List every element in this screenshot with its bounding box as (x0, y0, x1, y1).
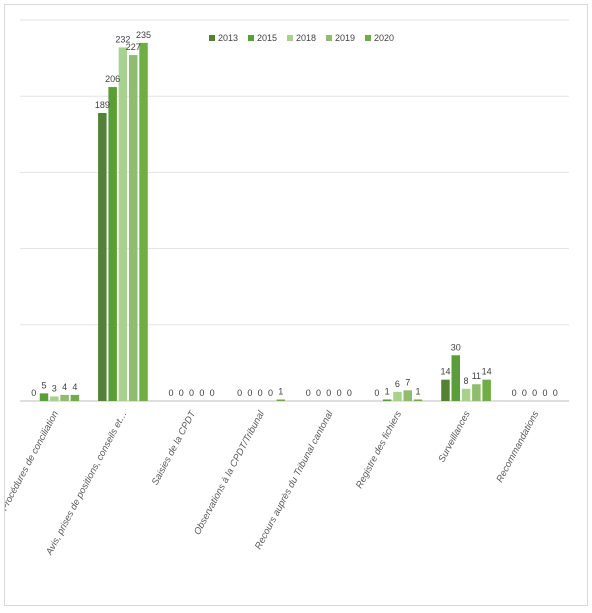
data-label: 0 (258, 388, 263, 398)
bar (98, 112, 107, 402)
bar (461, 388, 471, 401)
data-label: 0 (347, 388, 352, 398)
data-label: 0 (199, 388, 204, 398)
bar (118, 47, 128, 401)
legend-swatch (209, 35, 215, 41)
data-label: 7 (405, 377, 410, 387)
data-label: 14 (482, 367, 492, 377)
data-label: 8 (464, 376, 469, 386)
legend-swatch (365, 35, 371, 41)
data-label: 1 (278, 386, 283, 396)
bar (60, 394, 69, 401)
legend: 2013 2015 2018 2019 2020 (209, 33, 394, 43)
legend-swatch (326, 35, 332, 41)
data-label: 0 (31, 388, 36, 398)
category-label: Procédures de conciliation (5, 409, 61, 513)
category-label: Recours auprès du Tribunal cantonal (253, 408, 336, 551)
data-label: 0 (306, 388, 311, 398)
bar (482, 379, 491, 401)
legend-swatch (248, 35, 254, 41)
data-label: 189 (95, 100, 110, 110)
bar (403, 390, 412, 401)
legend-label: 2018 (296, 33, 316, 43)
data-label: 0 (189, 388, 194, 398)
data-label: 0 (522, 388, 527, 398)
category-label: Surveillances (436, 409, 472, 464)
data-label: 0 (268, 388, 273, 398)
bar (472, 384, 481, 401)
chart-frame: 0 5 3 4 4 189 206 232 227 235 0 0 0 0 0 0 0 0 0 1 0 0 0 0 0 0 1 6 7 1… (4, 4, 588, 606)
bar (70, 394, 80, 401)
data-label: 206 (105, 74, 120, 84)
bars (39, 42, 491, 402)
bar (393, 391, 402, 401)
data-label: 11 (472, 371, 481, 381)
bar (139, 42, 148, 402)
legend-label: 2019 (335, 33, 355, 43)
legend-label: 2015 (257, 33, 277, 43)
data-label: 0 (316, 388, 321, 398)
category-label: Registre des fichiers (354, 409, 404, 490)
data-label: 0 (532, 388, 537, 398)
data-label: 0 (237, 388, 242, 398)
bar (441, 379, 450, 401)
data-label: 4 (72, 382, 77, 392)
data-label: 235 (136, 30, 151, 40)
data-label: 0 (210, 388, 215, 398)
data-label: 1 (416, 386, 421, 396)
data-label: 0 (247, 388, 252, 398)
data-label: 30 (451, 342, 461, 352)
bar (50, 396, 59, 401)
category-label: Avis, prises de positions, conseils et… (44, 409, 130, 558)
legend-swatch (287, 35, 293, 41)
data-label: 0 (374, 388, 379, 398)
data-label: 0 (179, 388, 184, 398)
bar (413, 399, 423, 401)
data-label: 6 (395, 379, 400, 389)
data-label: 0 (553, 388, 558, 398)
data-label: 0 (337, 388, 342, 398)
bar (39, 393, 49, 401)
bar (276, 399, 286, 401)
data-label: 4 (62, 382, 67, 392)
data-label: 0 (512, 388, 517, 398)
data-label: 14 (440, 367, 450, 377)
data-label: 3 (52, 383, 57, 393)
data-label: 0 (168, 388, 173, 398)
data-label: 0 (326, 388, 331, 398)
bar (382, 399, 392, 401)
bar (108, 87, 117, 401)
legend-label: 2020 (374, 33, 394, 43)
data-label: 0 (542, 388, 547, 398)
bar (451, 355, 461, 401)
bar (128, 55, 138, 401)
category-label: Saisies de la CPDT (150, 408, 199, 487)
category-label: Observations à la CPDT/Tribunal (192, 408, 267, 536)
data-label: 232 (115, 34, 130, 44)
category-label: Recommandations (494, 409, 541, 484)
data-label: 227 (126, 42, 141, 52)
legend-label: 2013 (218, 33, 238, 43)
data-label: 5 (42, 380, 47, 390)
data-label: 1 (385, 386, 390, 396)
